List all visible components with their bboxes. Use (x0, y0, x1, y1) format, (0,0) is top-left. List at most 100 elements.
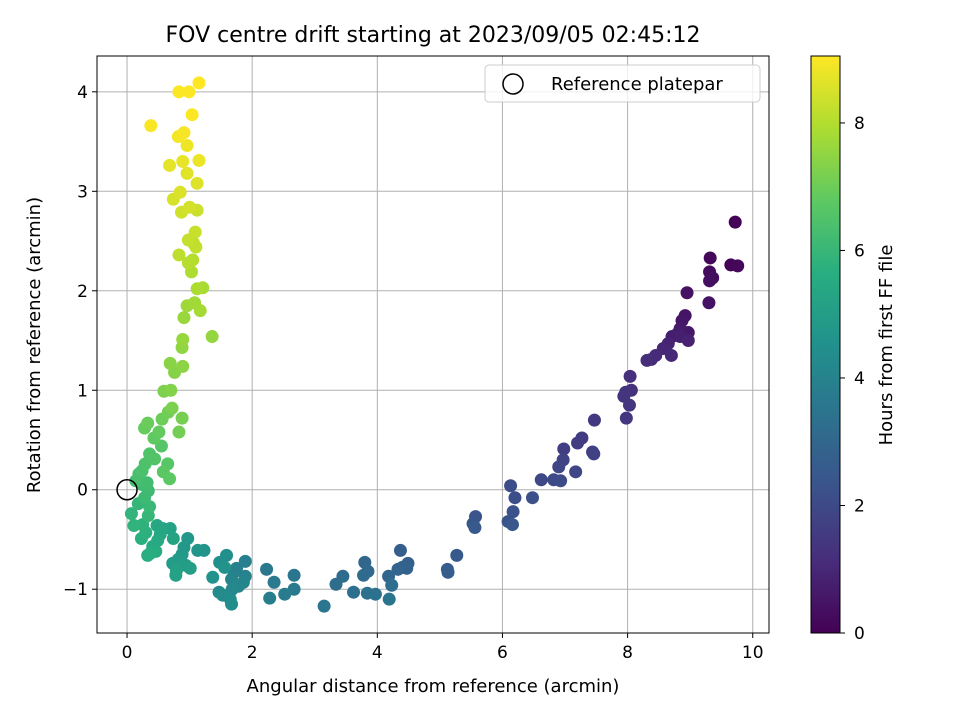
data-point (391, 562, 405, 576)
y-tick-label: 0 (77, 481, 88, 501)
data-point (177, 126, 191, 140)
data-point (357, 568, 371, 582)
data-point (703, 251, 717, 265)
data-point (182, 85, 196, 99)
data-point (183, 200, 197, 214)
data-point (183, 561, 197, 575)
data-point (177, 311, 191, 325)
data-point (385, 578, 399, 592)
colorbar-tick-label: 0 (854, 624, 865, 644)
data-point (571, 436, 585, 450)
data-point (587, 447, 601, 461)
data-point (680, 286, 694, 300)
y-axis-label: Rotation from reference (arcmin) (24, 197, 45, 493)
data-point (552, 460, 566, 474)
data-point (206, 570, 220, 584)
x-axis-label: Angular distance from reference (arcmin) (247, 676, 620, 697)
data-point (225, 582, 239, 596)
reference-platepar-marker (116, 478, 138, 501)
data-point (525, 491, 539, 505)
data-point (441, 565, 455, 579)
data-point (176, 154, 190, 168)
data-point (622, 398, 636, 412)
legend-entry-label: Reference platepar (551, 74, 723, 95)
data-point (176, 333, 190, 347)
data-point (163, 356, 177, 370)
data-point (557, 442, 571, 456)
data-point (205, 330, 219, 344)
x-tick-label: 6 (497, 643, 508, 663)
data-point (181, 256, 195, 270)
data-point (192, 153, 206, 167)
data-point (505, 518, 519, 532)
data-point (127, 519, 141, 533)
y-axis-ticks: −1 0 1 2 3 4 (63, 83, 97, 600)
plot-frame (96, 55, 770, 634)
data-point (141, 416, 155, 430)
data-point (347, 585, 361, 599)
data-point (534, 473, 548, 487)
chart-title: FOV centre drift starting at 2023/09/05 … (166, 23, 701, 48)
x-tick-label: 8 (622, 643, 633, 663)
data-point (124, 507, 138, 521)
y-tick-label: 2 (77, 282, 88, 302)
data-point (166, 531, 180, 545)
data-point (163, 158, 177, 172)
data-point (180, 139, 194, 153)
data-point (569, 465, 583, 479)
data-point (172, 248, 186, 262)
data-point (238, 554, 252, 568)
x-axis-ticks: 0 2 4 6 8 10 (122, 633, 764, 663)
data-point (587, 413, 601, 427)
data-point (165, 401, 179, 415)
data-point (144, 119, 158, 133)
x-tick-label: 0 (122, 643, 133, 663)
scatter-points (124, 76, 745, 613)
data-point (731, 259, 745, 273)
data-point (172, 85, 186, 99)
data-point (703, 274, 717, 288)
data-point (506, 505, 520, 519)
reference-marker-layer (116, 478, 138, 501)
data-point (169, 568, 183, 582)
y-tick-label: 1 (77, 381, 88, 401)
data-point (164, 383, 178, 397)
legend-reference-marker (502, 73, 524, 95)
data-point (681, 334, 695, 348)
data-point (382, 592, 396, 606)
data-point (728, 215, 742, 229)
data-point (619, 411, 633, 425)
data-point (317, 599, 331, 613)
data-point (188, 225, 202, 239)
data-point (508, 491, 522, 505)
y-tick-label: −1 (63, 580, 88, 600)
data-point (368, 587, 382, 601)
y-tick-label: 4 (77, 83, 88, 103)
data-point (190, 176, 204, 190)
data-point (163, 472, 177, 486)
data-point (192, 76, 206, 90)
data-point (225, 597, 239, 611)
data-point (267, 575, 281, 589)
data-point (554, 474, 568, 488)
colorbar-tick-label: 6 (854, 241, 865, 261)
data-point (180, 166, 194, 180)
grid-lines (97, 56, 769, 633)
data-point (152, 425, 166, 439)
data-point (450, 548, 464, 562)
data-point (504, 479, 518, 493)
data-point (664, 348, 678, 362)
data-point (191, 543, 205, 557)
data-point (190, 282, 204, 296)
data-point (140, 476, 154, 490)
data-point (185, 108, 199, 122)
legend: Reference platepar (484, 64, 761, 103)
colorbar-tick-label: 2 (854, 496, 865, 516)
data-point (172, 425, 186, 439)
data-point (702, 296, 716, 310)
colorbar: 0 2 4 6 8 Hours from first FF file (810, 55, 897, 644)
colorbar-ticks: 0 2 4 6 8 (840, 114, 865, 644)
data-point (393, 543, 407, 557)
data-point (640, 353, 654, 367)
